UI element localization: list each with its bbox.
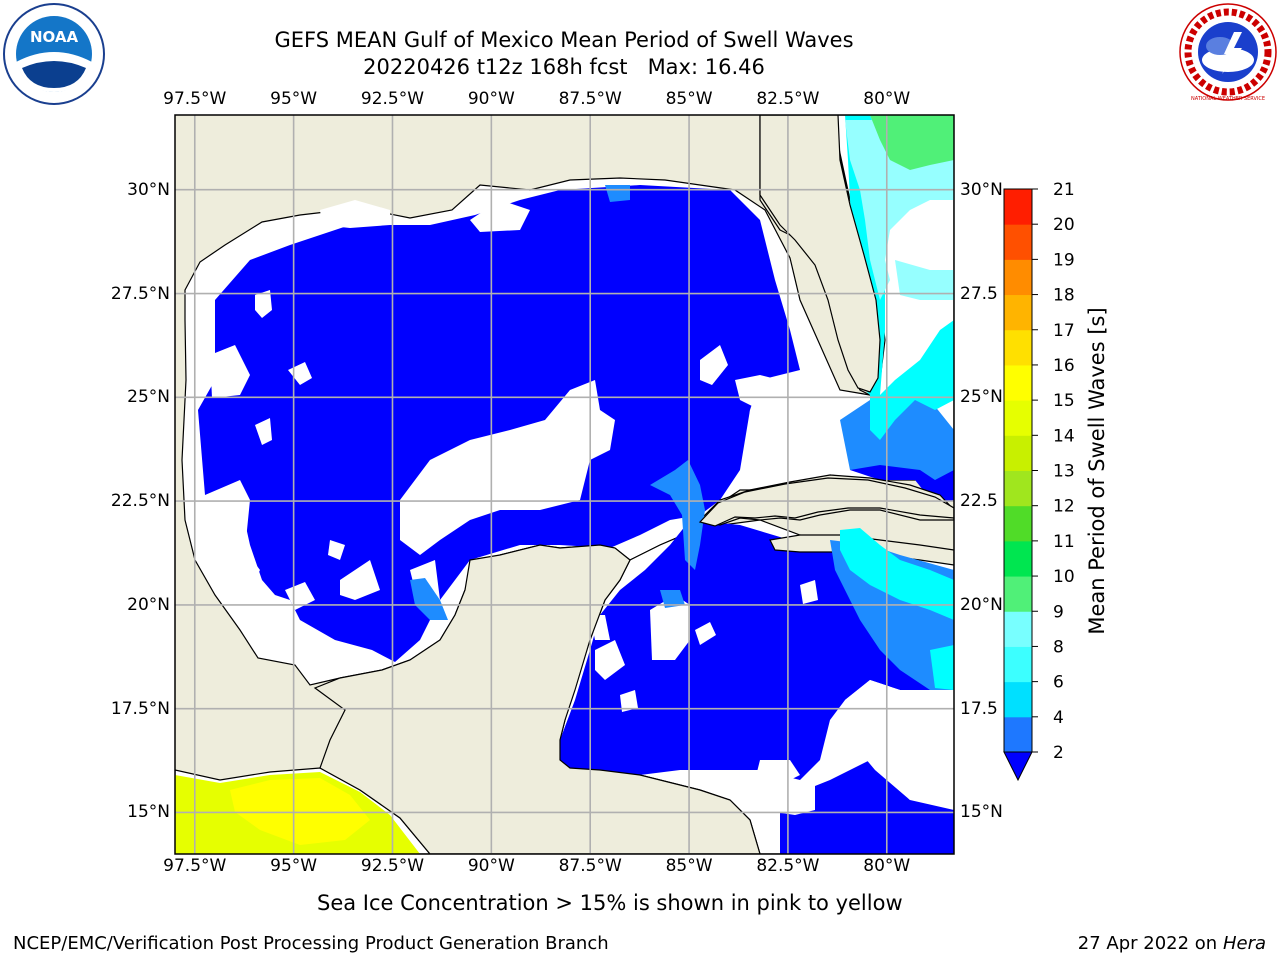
lat-label-left: 25°N	[127, 387, 170, 408]
colorbar-segment	[1004, 189, 1032, 225]
lat-label-left: 17.5°N	[110, 698, 170, 719]
lon-label-bottom: 95°W	[270, 856, 318, 876]
lon-label-top: 87.5°W	[558, 89, 622, 109]
host-name: Hera	[1222, 933, 1266, 954]
swell-field-southeast	[780, 760, 954, 854]
lon-label-top: 95°W	[270, 89, 318, 109]
colorbar-under-arrow	[1003, 751, 1033, 782]
date-stamp: 27 Apr 2022 on Hera	[1078, 933, 1266, 955]
lat-label-left: 30°N	[127, 179, 170, 200]
no-swell-areas	[205, 200, 810, 610]
colorbar-segment	[1004, 364, 1032, 401]
colorbar-tick-label: 20	[1053, 215, 1075, 235]
colorbar-segment	[1004, 400, 1032, 436]
date-text: 27 Apr 2022 on	[1077, 933, 1218, 954]
lat-label-left: 15°N	[127, 802, 170, 823]
colorbar-tick-label: 8	[1053, 637, 1064, 657]
cuba-land-top	[698, 477, 954, 527]
colorbar-segment	[1004, 435, 1032, 471]
graticule	[175, 115, 954, 854]
lat-label-left: 22.5°N	[110, 491, 170, 512]
colorbar-segment	[1004, 611, 1032, 647]
lon-label-bottom: 85°W	[665, 856, 713, 876]
no-swell-areas-caribbean	[590, 580, 954, 815]
lon-label-top: 82.5°W	[756, 89, 820, 109]
credit-text: NCEP/EMC/Verification Post Processing Pr…	[13, 933, 609, 954]
colorbar-tick-label: 13	[1053, 462, 1075, 482]
lon-label-top: 90°W	[467, 89, 515, 109]
sea-ice-note: Sea Ice Concentration > 15% is shown in …	[317, 891, 903, 915]
colorbar-tick-label: 9	[1053, 602, 1064, 622]
nws-logo: NATIONAL WEATHER SERVICE	[1179, 3, 1277, 102]
lat-label-right: 20°N	[960, 594, 1003, 615]
yucatan-land	[313, 544, 761, 854]
lon-label-top: 97.5°W	[163, 89, 227, 109]
colorbar-segment	[1004, 540, 1032, 577]
lat-label-right: 17.5	[960, 698, 998, 719]
lat-label-right: 15°N	[960, 802, 1003, 823]
lat-label-right: 25°N	[960, 387, 1003, 408]
colorbar-tick-label: 19	[1053, 250, 1075, 270]
noaa-logo-text: NOAA	[30, 28, 79, 46]
colorbar-segment	[1004, 576, 1032, 612]
lon-label-top: 85°W	[665, 89, 713, 109]
colorbar-tick-label: 14	[1053, 426, 1075, 446]
colorbar-tick-label: 11	[1053, 532, 1075, 552]
colorbar-tick-label: 10	[1053, 567, 1075, 587]
lon-label-top: 80°W	[863, 89, 911, 109]
colorbar-segment	[1004, 681, 1032, 718]
colorbar: 2 4 6 8 9 10 11 12 13 14 15 16 17 18 19 20 21	[1003, 180, 1075, 782]
lon-label-bottom: 92.5°W	[360, 856, 425, 876]
lon-label-bottom: 80°W	[863, 856, 911, 876]
colorbar-segment	[1004, 505, 1032, 542]
colorbar-segment	[1004, 259, 1032, 296]
colorbar-tick-label: 4	[1053, 708, 1064, 728]
colorbar-tick-label: 2	[1053, 743, 1064, 763]
lon-label-bottom: 82.5°W	[756, 856, 820, 876]
colorbar-tick-label: 18	[1053, 286, 1075, 306]
colorbar-segment	[1004, 716, 1032, 753]
lon-label-top: 92.5°W	[360, 89, 425, 109]
colorbar-tick-label: 16	[1053, 356, 1075, 376]
colorbar-tick-label: 21	[1053, 180, 1075, 200]
colorbar-tick-label: 15	[1053, 391, 1075, 411]
lon-label-bottom: 90°W	[467, 856, 515, 876]
green-patch	[870, 115, 954, 170]
swell-field-gulf	[198, 185, 800, 662]
colorbar-tick-label: 6	[1053, 673, 1064, 693]
lon-label-bottom: 97.5°W	[163, 856, 227, 876]
chart-subtitle: 20220426 t12z 168h fcst Max: 16.46	[363, 55, 765, 79]
colorbar-tick-label: 12	[1053, 497, 1075, 517]
lat-label-right: 30°N	[960, 179, 1003, 200]
nws-logo-text: NATIONAL WEATHER SERVICE	[1191, 96, 1265, 102]
colorbar-segment	[1004, 294, 1032, 331]
colorbar-segment	[1004, 224, 1032, 260]
colorbar-segment	[1004, 470, 1032, 507]
lat-label-left: 20°N	[127, 594, 170, 615]
lat-label-left: 27.5°N	[110, 283, 170, 304]
lon-label-bottom: 87.5°W	[558, 856, 622, 876]
colorbar-segment	[1004, 329, 1032, 366]
lat-label-right: 22.5	[960, 491, 998, 512]
lat-label-right: 27.5	[960, 283, 998, 304]
colorbar-label: Mean Period of Swell Waves [s]	[1085, 307, 1109, 635]
colorbar-segment	[1004, 646, 1032, 683]
noaa-logo: NOAA	[3, 3, 105, 105]
colorbar-tick-label: 17	[1053, 321, 1075, 341]
map-frame	[174, 114, 955, 855]
chart-title: GEFS MEAN Gulf of Mexico Mean Period of …	[274, 28, 854, 52]
sea-ice-core	[230, 778, 370, 845]
